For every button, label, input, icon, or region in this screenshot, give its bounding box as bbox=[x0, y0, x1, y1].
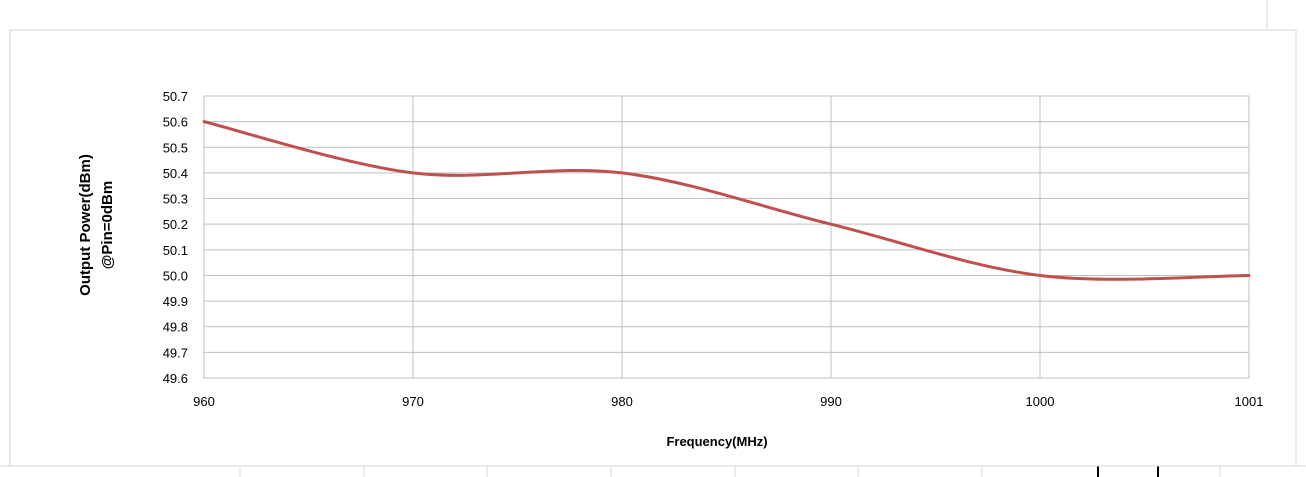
y-axis-title-line-1: Output Power(dBm) bbox=[77, 154, 94, 296]
y-tick-label: 50.2 bbox=[163, 217, 188, 232]
y-tick-label: 50.1 bbox=[163, 243, 188, 258]
horizontal-gridlines bbox=[204, 95, 1249, 379]
y-tick-label: 49.8 bbox=[163, 320, 188, 335]
plot-area bbox=[203, 95, 1250, 379]
series-line[interactable] bbox=[202, 120, 1251, 281]
x-axis-title: Frequency(MHz) bbox=[666, 434, 767, 449]
y-axis-title-line-2: @Pin=0dBm bbox=[99, 181, 116, 269]
y-tick-label: 50.0 bbox=[163, 268, 188, 283]
y-tick-label: 50.4 bbox=[163, 166, 188, 181]
vertical-gridlines bbox=[203, 96, 1250, 378]
x-tick-label: 1000 bbox=[1026, 394, 1055, 409]
x-tick-label: 1001 bbox=[1235, 394, 1264, 409]
y-tick-label: 50.6 bbox=[163, 115, 188, 130]
y-tick-label: 49.7 bbox=[163, 345, 188, 360]
y-tick-label: 50.3 bbox=[163, 192, 188, 207]
x-tick-label: 990 bbox=[820, 394, 842, 409]
y-axis-title: Output Power(dBm) @Pin=0dBm bbox=[77, 154, 116, 296]
x-axis-tick-labels: 960 970 980 990 1000 1001 bbox=[193, 394, 1263, 409]
series-group bbox=[202, 120, 1251, 281]
sheet-column-markers bbox=[1097, 466, 1159, 477]
y-tick-label: 50.7 bbox=[163, 89, 188, 104]
y-tick-label: 50.5 bbox=[163, 140, 188, 155]
x-tick-label: 980 bbox=[611, 394, 633, 409]
x-tick-label: 970 bbox=[402, 394, 424, 409]
y-tick-label: 49.6 bbox=[163, 371, 188, 386]
y-tick-label: 49.9 bbox=[163, 294, 188, 309]
x-tick-label: 960 bbox=[193, 394, 215, 409]
y-axis-tick-labels: 50.7 50.6 50.5 50.4 50.3 50.2 50.1 50.0 49.9 49.8… bbox=[163, 89, 188, 386]
